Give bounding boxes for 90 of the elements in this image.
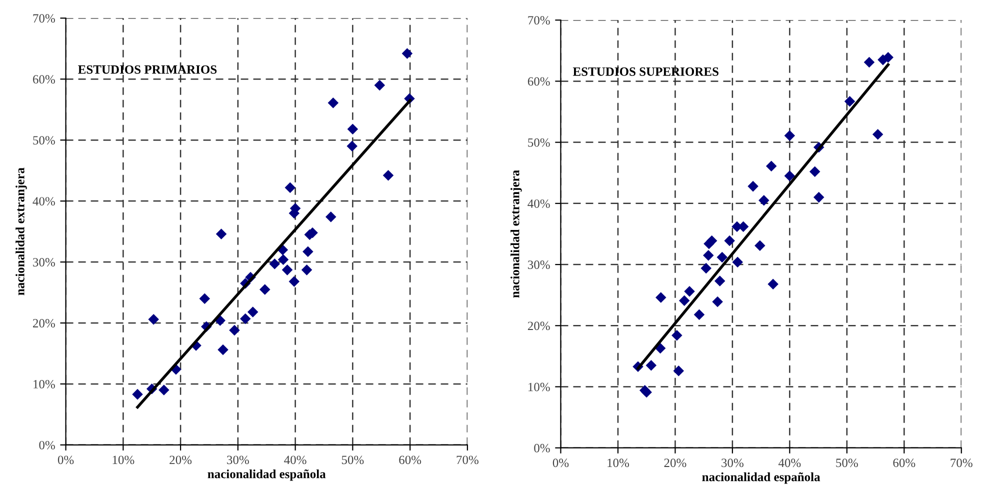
- x-tick-label: 10%: [112, 456, 134, 464]
- y-tick-label: 10%: [34, 380, 55, 388]
- point: [784, 130, 796, 141]
- point: [714, 276, 726, 286]
- point: [269, 258, 280, 270]
- text: ESTUDIOS SUPERIORES: [572, 67, 718, 76]
- y-tick-label: 70%: [33, 14, 55, 23]
- y-axis-title: nacionalidad extranjera: [16, 168, 27, 296]
- point: [199, 293, 210, 304]
- y-tick-label: 40%: [32, 197, 55, 206]
- point: [703, 250, 714, 261]
- point: [301, 264, 312, 276]
- point: [240, 313, 251, 324]
- point: [716, 252, 728, 263]
- point: [288, 276, 300, 287]
- y-tick-label: 30%: [33, 258, 55, 267]
- point: [218, 344, 228, 356]
- point: [302, 246, 314, 258]
- text: ESTUDIOS PRIMARIOS: [78, 65, 217, 74]
- point: [328, 98, 339, 108]
- point: [402, 48, 413, 59]
- point: [768, 278, 778, 290]
- point: [132, 388, 143, 400]
- y-tick-label: 50%: [33, 136, 55, 145]
- point: [325, 212, 336, 222]
- y-tick-label: 60%: [33, 75, 55, 84]
- point: [784, 170, 796, 182]
- x-tick-label: 50%: [836, 458, 858, 468]
- x-tick-label: 70%: [950, 458, 972, 468]
- y-tick-label: 0%: [39, 440, 55, 450]
- point: [284, 182, 296, 194]
- point: [724, 235, 735, 246]
- y-tick-label: 40%: [528, 199, 550, 208]
- point: [148, 314, 159, 325]
- point: [216, 228, 227, 240]
- y-tick-label: 20%: [528, 322, 550, 330]
- point: [684, 286, 695, 297]
- point: [872, 128, 884, 140]
- x-tick-label: 20%: [664, 458, 686, 468]
- x-tick-label: 30%: [227, 456, 249, 464]
- point: [374, 80, 386, 91]
- point: [247, 306, 258, 318]
- point: [700, 262, 712, 274]
- y-tick-label: 70%: [528, 16, 550, 25]
- point: [694, 309, 705, 320]
- point: [758, 194, 770, 206]
- x-tick-label: 20%: [170, 456, 192, 464]
- point: [673, 365, 684, 376]
- point: [646, 360, 657, 371]
- y-tick-label: 20%: [33, 319, 55, 328]
- point: [282, 264, 293, 276]
- point: [158, 384, 170, 396]
- point: [260, 284, 270, 295]
- point: [754, 240, 766, 251]
- point: [766, 160, 777, 172]
- point: [878, 54, 888, 66]
- point: [748, 180, 758, 192]
- y-tick-label: 10%: [528, 382, 550, 392]
- point: [809, 166, 820, 178]
- point: [844, 96, 856, 107]
- x-axis-title: nacionalidad española: [208, 469, 326, 481]
- y-axis-title: nacionalidad extranjera: [510, 170, 522, 298]
- x-tick-label: 40%: [284, 456, 306, 464]
- point: [346, 140, 358, 152]
- point: [347, 124, 358, 134]
- point: [732, 256, 743, 268]
- point: [864, 56, 875, 68]
- x-tick-label: 60%: [399, 456, 422, 464]
- point: [656, 292, 666, 303]
- point: [813, 192, 824, 203]
- y-tick-label: 0%: [534, 444, 550, 452]
- y-tick-label: 60%: [528, 77, 550, 86]
- x-tick-label: 30%: [722, 458, 744, 468]
- x-tick-label: 50%: [342, 456, 364, 464]
- point: [712, 296, 723, 308]
- point: [278, 254, 289, 265]
- point: [229, 324, 240, 336]
- point: [672, 330, 682, 341]
- y-tick-label: 30%: [528, 260, 550, 270]
- x-tick-label: 0%: [58, 456, 74, 464]
- y-tick-label: 50%: [528, 138, 550, 147]
- x-tick-label: 0%: [552, 458, 569, 468]
- x-tick-label: 10%: [608, 458, 629, 468]
- x-tick-label: 60%: [893, 458, 916, 468]
- point: [704, 238, 714, 250]
- point: [678, 295, 690, 306]
- x-tick-label: 40%: [778, 458, 801, 468]
- point: [382, 170, 394, 181]
- x-tick-label: 70%: [456, 456, 478, 464]
- x-axis-title: nacionalidad española: [702, 472, 820, 484]
